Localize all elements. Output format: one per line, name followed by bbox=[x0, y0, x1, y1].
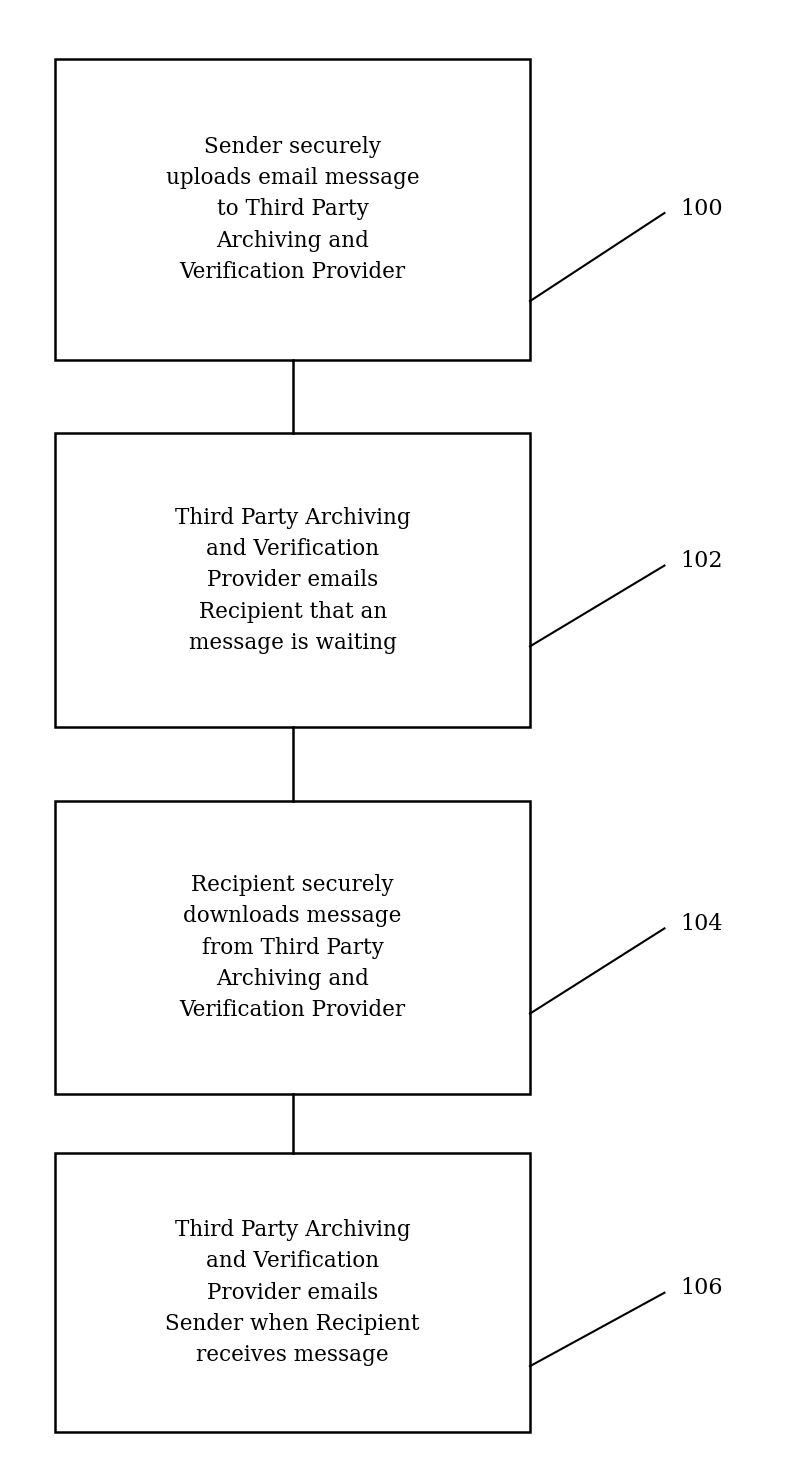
Bar bbox=[55, 59, 530, 360]
Text: 100: 100 bbox=[680, 198, 723, 219]
Bar bbox=[55, 1153, 530, 1432]
Text: Third Party Archiving
and Verification
Provider emails
Recipient that an
message: Third Party Archiving and Verification P… bbox=[175, 507, 411, 654]
Text: 102: 102 bbox=[680, 551, 723, 571]
Bar bbox=[55, 801, 530, 1094]
Text: Sender securely
uploads email message
to Third Party
Archiving and
Verification : Sender securely uploads email message to… bbox=[166, 135, 419, 284]
Text: 104: 104 bbox=[680, 914, 723, 934]
Text: 106: 106 bbox=[680, 1278, 723, 1299]
Text: Third Party Archiving
and Verification
Provider emails
Sender when Recipient
rec: Third Party Archiving and Verification P… bbox=[165, 1219, 420, 1366]
Bar bbox=[55, 433, 530, 727]
Text: Recipient securely
downloads message
from Third Party
Archiving and
Verification: Recipient securely downloads message fro… bbox=[180, 874, 406, 1021]
